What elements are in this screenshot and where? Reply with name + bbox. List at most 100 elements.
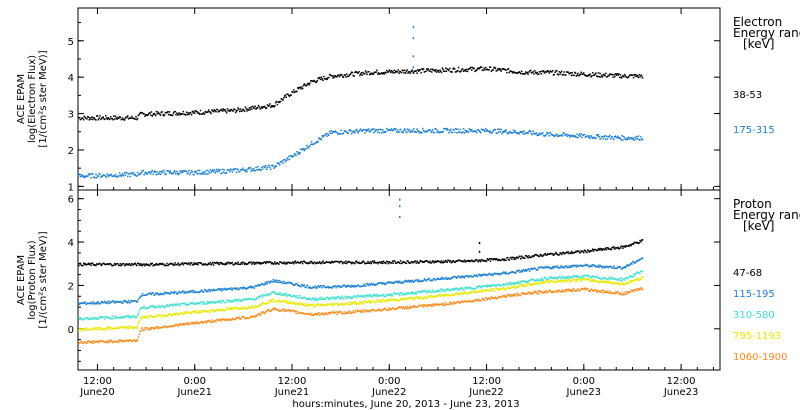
data-point xyxy=(252,316,254,319)
data-point xyxy=(181,323,183,326)
data-point xyxy=(149,262,152,265)
data-point xyxy=(548,135,551,137)
data-point xyxy=(498,288,501,290)
data-point xyxy=(278,310,280,312)
data-point xyxy=(507,259,510,261)
data-point xyxy=(226,299,229,302)
data-point xyxy=(615,278,618,281)
data-point xyxy=(100,302,102,304)
data-point xyxy=(185,311,188,313)
data-point xyxy=(220,109,222,111)
data-point xyxy=(256,284,259,287)
data-point xyxy=(248,298,250,300)
data-point xyxy=(620,292,622,294)
data-point xyxy=(619,137,622,140)
data-point xyxy=(635,278,637,281)
data-point xyxy=(569,276,572,279)
data-point xyxy=(190,114,193,116)
data-point xyxy=(245,108,247,110)
data-point xyxy=(354,284,356,287)
data-point xyxy=(409,292,412,294)
data-point xyxy=(566,71,569,73)
data-point xyxy=(510,294,512,296)
data-point xyxy=(628,74,631,77)
data-point xyxy=(127,328,130,330)
data-point xyxy=(232,263,234,266)
data-point xyxy=(578,276,580,279)
data-point xyxy=(530,267,533,270)
data-point xyxy=(276,293,279,295)
data-point xyxy=(167,292,170,294)
data-point xyxy=(330,296,332,299)
data-point xyxy=(471,276,474,278)
data-point xyxy=(523,269,525,271)
data-point xyxy=(462,261,464,263)
data-point xyxy=(117,263,119,265)
data-point xyxy=(154,316,157,318)
data-point xyxy=(199,262,202,264)
data-point xyxy=(325,312,328,315)
data-point xyxy=(372,284,374,286)
data-point xyxy=(299,86,301,89)
data-point xyxy=(179,304,181,307)
data-point xyxy=(250,285,252,288)
data-point xyxy=(141,264,144,267)
data-point xyxy=(329,132,332,135)
data-point xyxy=(183,312,185,315)
data-point xyxy=(135,263,137,266)
data-point xyxy=(493,258,496,260)
data-point xyxy=(211,301,213,303)
data-point xyxy=(94,264,96,266)
data-point xyxy=(317,312,319,315)
data-point xyxy=(144,172,146,174)
data-point xyxy=(456,292,458,294)
data-point xyxy=(323,303,325,306)
data-point xyxy=(197,291,199,293)
data-point xyxy=(265,165,267,167)
data-point xyxy=(331,304,333,306)
data-point xyxy=(428,261,430,264)
data-point xyxy=(91,329,94,331)
data-point xyxy=(373,71,376,74)
data-point xyxy=(426,278,429,280)
data-point xyxy=(319,138,321,140)
data-point xyxy=(578,251,581,254)
data-point xyxy=(364,70,367,72)
data-point xyxy=(137,114,140,117)
data-point xyxy=(588,135,591,137)
data-point xyxy=(565,281,567,283)
data-point xyxy=(274,291,276,293)
data-point xyxy=(535,254,538,256)
data-point xyxy=(363,283,365,286)
data-point xyxy=(349,297,351,300)
data-point xyxy=(364,132,366,134)
data-point xyxy=(636,260,638,262)
data-point xyxy=(601,278,604,280)
data-point xyxy=(360,295,363,297)
data-point xyxy=(265,303,267,305)
data-point xyxy=(465,287,467,289)
data-point xyxy=(473,290,475,292)
data-point xyxy=(584,250,587,252)
data-point xyxy=(571,264,573,267)
data-point xyxy=(297,312,299,315)
data-point xyxy=(372,300,374,303)
data-point xyxy=(509,288,511,290)
data-point xyxy=(177,262,180,264)
data-point xyxy=(398,261,400,264)
data-point xyxy=(636,75,639,77)
data-point xyxy=(480,132,482,134)
data-point xyxy=(182,110,185,113)
data-point xyxy=(563,280,565,282)
data-point xyxy=(556,253,559,256)
data-point xyxy=(182,263,185,266)
data-point xyxy=(528,130,530,133)
data-point xyxy=(189,323,192,325)
data-point xyxy=(335,260,337,263)
data-point xyxy=(625,265,627,268)
data-point xyxy=(259,168,261,171)
data-point xyxy=(435,261,437,263)
data-point xyxy=(501,284,503,287)
data-point xyxy=(618,137,621,139)
data-point xyxy=(129,175,131,178)
